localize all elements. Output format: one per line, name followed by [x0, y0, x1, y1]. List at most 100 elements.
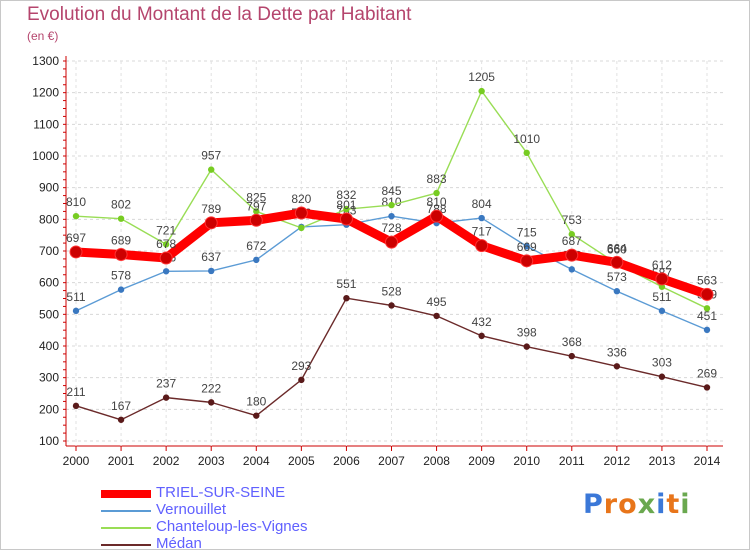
y-tick-label: 200: [39, 402, 59, 416]
data-point: [117, 416, 125, 423]
data-point: [343, 206, 350, 213]
data-label: 398: [517, 326, 537, 340]
data-point: [343, 294, 350, 302]
data-label: 612: [652, 258, 672, 272]
x-tick-label: 2004: [243, 454, 270, 468]
data-label: 511: [652, 290, 671, 304]
data-label: 883: [427, 172, 447, 186]
data-label: 728: [381, 221, 401, 235]
data-point: [253, 412, 260, 419]
data-point: [72, 212, 80, 220]
y-tick-label: 1000: [32, 149, 59, 163]
y-tick-label: 500: [39, 307, 59, 321]
data-point: [565, 248, 579, 262]
legend-swatch: [101, 490, 151, 498]
chart-title: Evolution du Montant de la Dette par Hab…: [27, 4, 412, 25]
data-point: [249, 213, 263, 227]
data-label: 672: [246, 239, 266, 253]
data-label: 293: [291, 359, 311, 373]
data-label: 211: [66, 385, 85, 399]
data-label: 222: [201, 381, 221, 395]
data-point: [568, 266, 575, 273]
data-label: 678: [156, 237, 176, 251]
legend-item: Chanteloup-les-Vignes: [101, 518, 401, 535]
x-tick-label: 2003: [198, 454, 225, 468]
data-point: [208, 166, 215, 173]
y-tick-label: 300: [39, 371, 59, 385]
data-label: 1205: [468, 70, 495, 84]
legend-swatch: [101, 527, 151, 529]
data-label: 167: [111, 399, 131, 413]
brand-letter: i: [680, 489, 691, 520]
data-label: 336: [607, 345, 627, 359]
y-tick-label: 1300: [32, 54, 59, 68]
brand-letter: r: [603, 489, 619, 520]
data-point: [298, 376, 305, 384]
data-label: 804: [472, 197, 492, 211]
data-label: 689: [111, 233, 131, 247]
data-label: 832: [336, 188, 356, 202]
data-point: [568, 231, 575, 238]
data-label: 451: [697, 309, 717, 323]
data-label: 495: [427, 295, 447, 309]
x-tick-label: 2012: [604, 454, 631, 468]
x-tick-label: 2007: [378, 454, 405, 468]
data-point: [433, 312, 440, 320]
brand-letter: o: [618, 489, 638, 520]
data-label: 845: [381, 184, 401, 198]
data-label: 368: [562, 335, 582, 349]
legend-label: Médan: [156, 535, 202, 552]
data-point: [610, 255, 624, 269]
data-label: 721: [156, 223, 176, 237]
data-point: [433, 189, 440, 197]
data-label: 802: [111, 198, 131, 212]
data-label: 637: [201, 250, 221, 264]
y-tick-label: 1100: [33, 117, 59, 131]
data-point: [162, 241, 170, 248]
x-tick-label: 2011: [559, 454, 585, 468]
data-label: 664: [607, 241, 627, 255]
data-point: [298, 224, 305, 232]
x-tick-label: 2005: [288, 454, 315, 468]
data-point: [658, 283, 666, 290]
x-tick-label: 2008: [423, 454, 450, 468]
legend-item: Médan: [101, 535, 401, 552]
data-point: [385, 235, 398, 249]
brand-letter: x: [637, 489, 657, 520]
data-label: 432: [472, 315, 492, 329]
brand-letter: t: [666, 489, 681, 520]
brand-letter: P: [583, 489, 604, 520]
data-point: [253, 208, 260, 215]
unit-label: (en €): [27, 29, 59, 43]
y-tick-label: 700: [39, 244, 59, 258]
data-point: [208, 267, 215, 275]
data-point: [523, 343, 530, 350]
data-point: [388, 302, 395, 309]
data-label: 511: [66, 290, 85, 304]
data-point: [117, 215, 125, 222]
data-point: [613, 363, 621, 370]
data-point: [658, 307, 666, 315]
data-label: 303: [652, 356, 672, 370]
x-tick-label: 2013: [649, 454, 676, 468]
data-point: [523, 149, 530, 157]
data-label: 801: [336, 198, 356, 212]
y-tick-label: 600: [39, 276, 59, 290]
data-label: 578: [111, 269, 131, 283]
legend-label: TRIEL-SUR-SEINE: [156, 484, 286, 501]
data-point: [388, 201, 395, 209]
legend-label: Chanteloup-les-Vignes: [156, 518, 308, 535]
y-tick-label: 900: [39, 181, 59, 195]
data-point: [430, 209, 444, 223]
data-point: [339, 212, 353, 226]
data-point: [114, 247, 128, 261]
y-tick-label: 400: [39, 339, 59, 353]
data-label: 697: [66, 231, 86, 245]
x-tick-label: 2001: [108, 454, 135, 468]
brand-letter: i: [656, 489, 667, 520]
data-point: [520, 254, 534, 268]
data-label: 528: [381, 284, 401, 298]
data-point: [568, 352, 575, 360]
data-label: 810: [427, 195, 447, 209]
